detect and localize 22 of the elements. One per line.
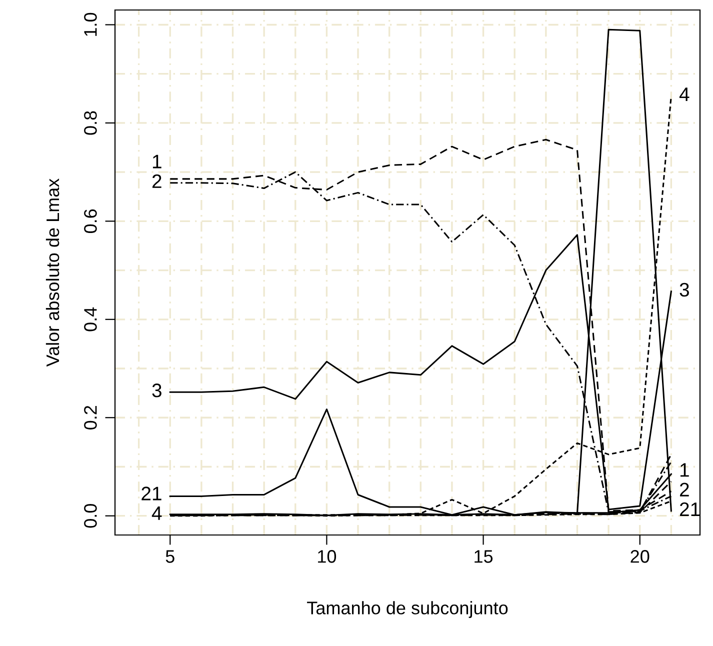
y-tick-label: 1.0 (84, 12, 97, 36)
text: 21 (142, 486, 162, 500)
x-tick-label: 15 (474, 550, 493, 563)
y-tick-label: 0.6 (84, 209, 97, 234)
y-tick-label: 0.4 (84, 307, 97, 332)
x-tick-label: 10 (318, 550, 336, 563)
y-axis-title: Valor absoluto de Lmax (46, 178, 60, 367)
text: 1 (680, 463, 689, 477)
x-tick-label: 5 (166, 550, 174, 563)
y-tick-label: 0.8 (84, 111, 97, 135)
y-tick-label: 0.0 (84, 504, 97, 528)
y-tick-label: 0.2 (84, 406, 97, 430)
series-label: 1 (152, 154, 162, 168)
text: 2 (152, 174, 162, 188)
series-label: 21 (680, 502, 700, 516)
text: 3 (152, 384, 162, 398)
text: 4 (152, 506, 162, 520)
series-label: 2 (680, 482, 689, 496)
series-label: 3 (680, 282, 689, 297)
series-label: 4 (679, 88, 690, 101)
x-tick-label: 20 (630, 550, 650, 563)
x-axis-title: Tamanho de subconjunto (307, 601, 508, 618)
